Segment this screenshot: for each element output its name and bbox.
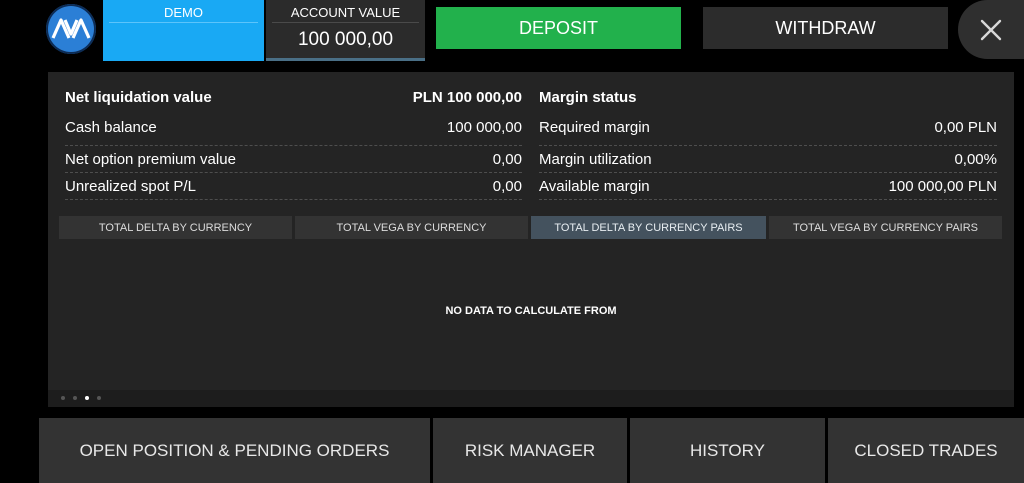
summary-label: Margin status	[539, 89, 637, 106]
close-button[interactable]	[958, 0, 1024, 59]
summary-value: 100 000,00 PLN	[888, 178, 997, 195]
deposit-button[interactable]: DEPOSIT	[436, 7, 681, 49]
page-dot[interactable]	[73, 396, 77, 400]
summary-row: Available margin 100 000,00 PLN	[539, 178, 997, 200]
account-value-box: ACCOUNT VALUE 100 000,00	[266, 0, 425, 61]
summary-label: Available margin	[539, 178, 650, 195]
tab-total-delta-by-currency[interactable]: TOTAL DELTA BY CURRENCY	[59, 216, 292, 239]
divider	[109, 22, 258, 23]
page-dot[interactable]	[97, 396, 101, 400]
tab-total-vega-by-currency-pairs[interactable]: TOTAL VEGA BY CURRENCY PAIRS	[769, 216, 1002, 239]
tab-total-vega-by-currency[interactable]: TOTAL VEGA BY CURRENCY	[295, 216, 528, 239]
summary-value: PLN 100 000,00	[412, 89, 522, 106]
summary-row: Cash balance 100 000,00	[65, 119, 522, 141]
ava-logo-icon	[46, 4, 96, 54]
summary-row: Required margin 0,00 PLN	[539, 119, 997, 141]
account-value-underline	[266, 58, 425, 61]
tab-total-delta-by-currency-pairs[interactable]: TOTAL DELTA BY CURRENCY PAIRS	[531, 216, 766, 239]
summary-label: Unrealized spot P/L	[65, 178, 196, 195]
history-button[interactable]: HISTORY	[630, 418, 825, 483]
account-value: 100 000,00	[297, 29, 394, 50]
divider	[65, 172, 522, 173]
summary-value: 0,00 PLN	[934, 119, 997, 136]
summary-row: Margin status	[539, 89, 997, 111]
divider	[539, 145, 997, 146]
divider	[272, 22, 419, 23]
summary-value: 0,00	[492, 151, 522, 168]
divider	[65, 199, 522, 200]
summary-label: Margin utilization	[539, 151, 652, 168]
risk-manager-button[interactable]: RISK MANAGER	[433, 418, 627, 483]
summary-label: Net liquidation value	[65, 89, 212, 106]
demo-account-indicator[interactable]: DEMO	[103, 0, 264, 61]
closed-trades-button[interactable]: CLOSED TRADES	[828, 418, 1024, 483]
page-indicator[interactable]	[48, 390, 1014, 407]
account-value-label: ACCOUNT VALUE	[290, 5, 401, 20]
empty-state-message: NO DATA TO CALCULATE FROM	[445, 305, 617, 317]
divider	[539, 172, 997, 173]
summary-value: 0,00%	[954, 151, 997, 168]
divider	[65, 145, 522, 146]
summary-row: Margin utilization 0,00%	[539, 151, 997, 173]
summary-row: Unrealized spot P/L 0,00	[65, 178, 522, 200]
summary-label: Net option premium value	[65, 151, 236, 168]
summary-row: Net option premium value 0,00	[65, 151, 522, 173]
summary-value: 0,00	[492, 178, 522, 195]
page-dot-active[interactable]	[85, 396, 89, 400]
withdraw-button[interactable]: WITHDRAW	[703, 7, 948, 49]
summary-label: Required margin	[539, 119, 650, 136]
account-summary-panel: Net liquidation value PLN 100 000,00 Cas…	[48, 72, 1014, 407]
summary-value: 100 000,00	[446, 119, 522, 136]
page-dot[interactable]	[61, 396, 65, 400]
close-icon	[980, 19, 1002, 40]
open-positions-button[interactable]: OPEN POSITION & PENDING ORDERS	[39, 418, 430, 483]
demo-label: DEMO	[164, 5, 203, 20]
divider	[539, 199, 997, 200]
summary-row: Net liquidation value PLN 100 000,00	[65, 89, 522, 111]
summary-label: Cash balance	[65, 119, 157, 136]
